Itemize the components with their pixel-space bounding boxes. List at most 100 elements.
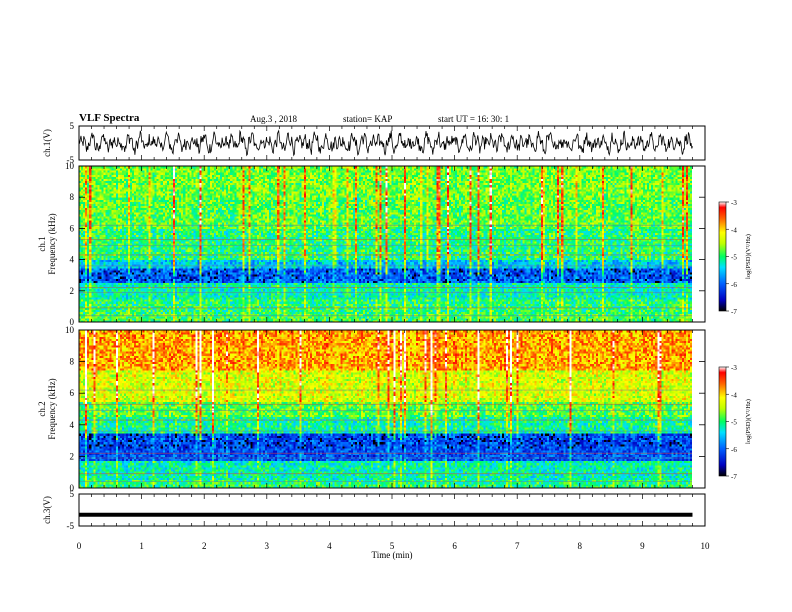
spectrogram-cell bbox=[320, 317, 323, 321]
spectrogram-cell bbox=[191, 319, 194, 323]
spectrogram-cell bbox=[101, 315, 104, 319]
spectrogram-cell bbox=[191, 313, 194, 317]
spectrogram-cell bbox=[344, 315, 348, 319]
spectrogram-cell bbox=[667, 319, 670, 323]
spectrogram-cell bbox=[305, 313, 309, 317]
spectrogram-cell bbox=[485, 317, 489, 321]
spectrogram-cell bbox=[281, 313, 284, 317]
spectrogram-cell bbox=[93, 309, 96, 313]
spectrogram-cell bbox=[497, 317, 501, 321]
spectrogram-cell bbox=[303, 317, 307, 321]
spectrogram-cell bbox=[354, 313, 358, 317]
spectrogram-cell bbox=[107, 309, 111, 313]
spectrogram-cell bbox=[164, 309, 168, 313]
spectrogram-cell bbox=[585, 311, 589, 315]
spectrogram-cell bbox=[495, 317, 499, 321]
spectrogram-cell bbox=[303, 319, 307, 323]
spectrogram-cell bbox=[577, 315, 581, 319]
spectrogram-cell bbox=[508, 319, 511, 323]
spectrogram-cell bbox=[97, 319, 100, 323]
spectrogram-cell bbox=[491, 313, 495, 317]
spectrogram-cell bbox=[659, 311, 662, 315]
spectrogram-cell bbox=[606, 315, 609, 319]
spectrogram-cell bbox=[667, 317, 670, 321]
spectrogram-cell bbox=[260, 315, 264, 319]
spectrogram-cell bbox=[687, 311, 691, 315]
spectrogram-cell bbox=[217, 317, 221, 321]
spectrogram-cell bbox=[179, 309, 182, 313]
spectrogram-cell bbox=[534, 313, 538, 317]
spectrogram-cell bbox=[475, 317, 478, 321]
spectrogram-cell bbox=[217, 311, 221, 315]
spectrogram-cell bbox=[87, 313, 90, 317]
spectrogram-cell bbox=[330, 313, 333, 317]
spectrogram-cell bbox=[589, 319, 593, 323]
spectrogram-cell bbox=[179, 315, 182, 319]
spectrogram-cell bbox=[115, 319, 119, 323]
spectrogram-cell bbox=[311, 313, 315, 317]
spectrogram-cell bbox=[197, 309, 200, 313]
spectrogram-cell bbox=[469, 313, 472, 317]
spectrogram-cell bbox=[681, 319, 685, 323]
spectrogram-cell bbox=[352, 317, 356, 321]
spectrogram-cell bbox=[657, 319, 660, 323]
spectrogram-cell bbox=[164, 315, 168, 319]
spectrogram-cell bbox=[495, 311, 499, 315]
spectrogram-cell bbox=[555, 313, 558, 317]
spectrogram-cell bbox=[99, 311, 102, 315]
spectrogram-cell bbox=[148, 309, 151, 313]
spectrogram-cell bbox=[160, 319, 164, 323]
spectrogram-cell bbox=[544, 311, 548, 315]
spectrogram-cell bbox=[683, 313, 687, 317]
spectrogram-cell bbox=[332, 319, 335, 323]
spectrogram-cell bbox=[277, 313, 280, 317]
spectrogram-cell bbox=[166, 311, 170, 315]
spectrogram-cell bbox=[197, 315, 200, 319]
spectrogram-cell bbox=[307, 311, 311, 315]
spectrogram-cell bbox=[647, 311, 650, 315]
spectrogram-cell bbox=[383, 315, 386, 319]
spectrogram-cell bbox=[156, 319, 160, 323]
spectrogram-cell bbox=[642, 319, 646, 323]
spectrogram-cell bbox=[240, 315, 243, 319]
spectrogram-cell bbox=[195, 309, 198, 313]
spectrogram-cell bbox=[130, 311, 133, 315]
spectrogram-cell bbox=[442, 317, 446, 321]
spectrogram-cell bbox=[487, 311, 491, 315]
spectrogram-cell bbox=[418, 311, 421, 315]
spectrogram-cell bbox=[273, 315, 276, 319]
spectrogram-cell bbox=[471, 319, 474, 323]
spectrogram-cell bbox=[215, 315, 219, 319]
spectrogram-cell bbox=[389, 311, 393, 315]
spectrogram-cell bbox=[254, 317, 258, 321]
spectrogram-cell bbox=[647, 313, 650, 317]
spectrogram-cell bbox=[501, 317, 505, 321]
spectrogram-cell bbox=[330, 315, 333, 319]
spectrogram-cell bbox=[119, 309, 123, 313]
spectrogram-cell bbox=[109, 313, 113, 317]
spectrogram-cell bbox=[248, 311, 252, 315]
spectrogram-cell bbox=[246, 311, 249, 315]
spectrogram-cell bbox=[79, 313, 82, 317]
spectrogram-cell bbox=[299, 311, 303, 315]
spectrogram-cell bbox=[258, 311, 262, 315]
spectrogram-cell bbox=[683, 317, 687, 321]
spectrogram-cell bbox=[522, 317, 525, 321]
spectrogram-cell bbox=[663, 317, 666, 321]
spectrogram-cell bbox=[467, 315, 470, 319]
spectrogram-cell bbox=[401, 317, 405, 321]
spectrogram-cell bbox=[109, 319, 113, 323]
spectrogram-cell bbox=[632, 319, 636, 323]
spectrogram-cell bbox=[142, 313, 145, 317]
spectrogram-cell bbox=[655, 313, 658, 317]
spectrogram-cell bbox=[565, 315, 568, 319]
spectrogram-cell bbox=[534, 311, 538, 315]
spectrogram-cell bbox=[344, 311, 348, 315]
spectrogram-cell bbox=[608, 317, 611, 321]
spectrogram-cell bbox=[436, 313, 440, 317]
spectrogram-cell bbox=[148, 313, 151, 317]
spectrogram-cell bbox=[138, 311, 141, 315]
spectrogram-cell bbox=[170, 319, 174, 323]
spectrogram-cell bbox=[600, 319, 603, 323]
spectrogram-cell bbox=[475, 311, 478, 315]
